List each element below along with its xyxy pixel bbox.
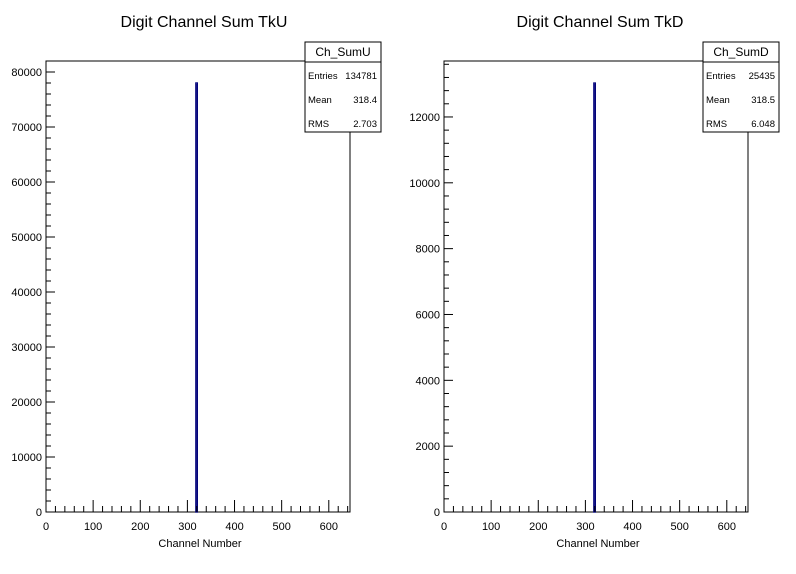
x-tick-label: 200 <box>529 521 547 533</box>
stats-box-frame <box>304 41 382 133</box>
x-tick-label: 300 <box>576 521 594 533</box>
stats-label-mean: Mean <box>308 95 332 106</box>
y-tick-label: 10000 <box>409 178 440 190</box>
y-tick-label: 0 <box>434 507 440 519</box>
stats-box: Ch_SumD Entries 25435 Mean 318.5 RMS 6.048 <box>702 41 780 133</box>
stats-label-entries: Entries <box>308 71 338 82</box>
plot-frame <box>45 60 351 513</box>
histogram-panel-1: Digit Channel Sum TkU 0 100 200 300 400 500 600… <box>11 14 382 550</box>
x-tick-label: 500 <box>272 521 290 533</box>
stats-label-mean: Mean <box>706 95 730 106</box>
x-tick-label: 600 <box>718 521 736 533</box>
stats-label-entries: Entries <box>706 71 736 82</box>
x-tick-label: 400 <box>225 521 243 533</box>
y-tick-label: 40000 <box>11 287 42 299</box>
stats-box-frame <box>702 41 780 133</box>
x-tick-label: 0 <box>441 521 447 533</box>
stats-value-rms: 6.048 <box>751 119 775 130</box>
chart-title: Digit Channel Sum TkU <box>121 14 288 31</box>
x-tick-label: 100 <box>84 521 102 533</box>
y-tick-label: 12000 <box>409 112 440 124</box>
y-tick-label: 4000 <box>416 375 440 387</box>
x-tick-label: 100 <box>482 521 500 533</box>
x-tick-label: 600 <box>320 521 338 533</box>
stats-label-rms: RMS <box>308 119 329 130</box>
histogram-bin-1 <box>593 82 596 513</box>
y-tick-label: 20000 <box>11 397 42 409</box>
stats-value-entries: 134781 <box>345 71 377 82</box>
x-tick-label: 200 <box>131 521 149 533</box>
y-tick-label: 0 <box>36 507 42 519</box>
stats-box-title: Ch_SumU <box>315 45 370 59</box>
y-tick-label: 60000 <box>11 177 42 189</box>
histogram-bin-1 <box>195 82 198 513</box>
stats-label-rms: RMS <box>706 119 727 130</box>
x-axis-label: Channel Number <box>158 538 241 550</box>
y-tick-label: 8000 <box>416 244 440 256</box>
x-tick-label: 300 <box>178 521 196 533</box>
plot-frame <box>443 60 749 513</box>
x-tick-label: 0 <box>43 521 49 533</box>
y-tick-label: 10000 <box>11 452 42 464</box>
x-tick-label: 400 <box>623 521 641 533</box>
x-tick-label: 500 <box>670 521 688 533</box>
y-tick-label: 70000 <box>11 122 42 134</box>
stats-box-title: Ch_SumD <box>713 45 769 59</box>
y-tick-label: 30000 <box>11 342 42 354</box>
chart-title: Digit Channel Sum TkD <box>517 14 684 31</box>
stats-value-entries: 25435 <box>749 71 775 82</box>
y-tick-label: 2000 <box>416 441 440 453</box>
stats-value-mean: 318.5 <box>751 95 775 106</box>
x-axis-label: Channel Number <box>556 538 639 550</box>
stats-box: Ch_SumU Entries 134781 Mean 318.4 RMS 2.703 <box>304 41 382 133</box>
stats-value-rms: 2.703 <box>353 119 377 130</box>
y-tick-label: 50000 <box>11 232 42 244</box>
y-tick-label: 6000 <box>416 309 440 321</box>
stats-value-mean: 318.4 <box>353 95 377 106</box>
y-tick-label: 80000 <box>11 67 42 79</box>
histogram-panel-2: Digit Channel Sum TkD 0 100 200 300 400 500 600… <box>409 14 780 550</box>
